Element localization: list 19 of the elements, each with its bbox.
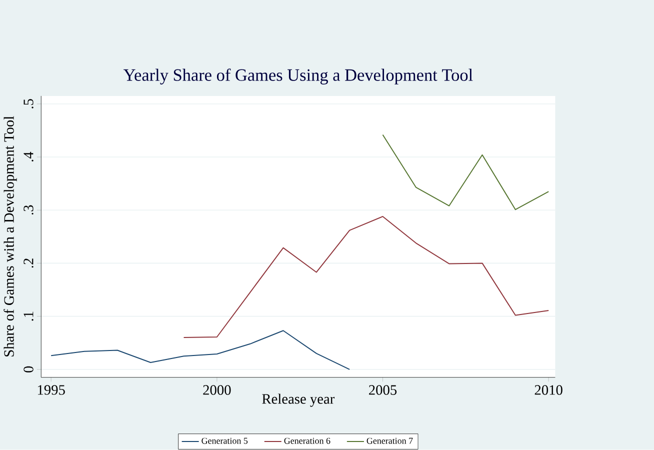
x-tick-label: 2010 — [534, 385, 562, 395]
y-tick-label: .3 — [24, 205, 34, 215]
line-series — [183, 216, 550, 338]
x-tick-label: 1995 — [38, 385, 65, 395]
y-tick-label: .1 — [24, 312, 34, 321]
line-series — [382, 134, 550, 210]
x-tick-label: 2000 — [203, 385, 231, 395]
legend-label: Generation 5 — [202, 438, 248, 444]
x-axis-title: Release year — [262, 394, 335, 407]
y-tick-label: .4 — [24, 152, 34, 162]
y-tick-label: .2 — [24, 258, 34, 268]
chart-title: Yearly Share of Games Using a Development Tool — [124, 68, 473, 85]
y-tick-label: 0 — [24, 366, 34, 373]
legend-label: Generation 6 — [284, 438, 330, 444]
legend-label: Generation 7 — [366, 438, 413, 444]
x-tick-label: 2005 — [369, 385, 397, 395]
y-tick-label: .5 — [24, 99, 34, 108]
line-series — [50, 330, 350, 370]
y-axis-title: Share of Games with a Development Tool — [4, 116, 17, 357]
